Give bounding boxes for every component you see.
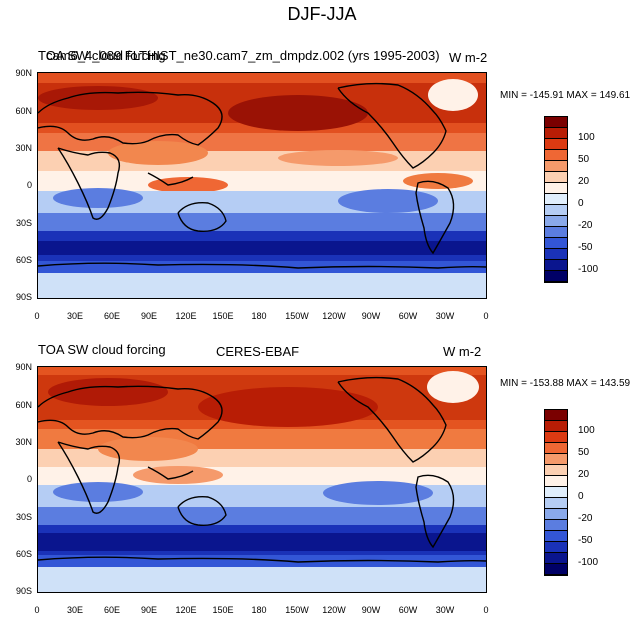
panel1-colorbar-label: -100 xyxy=(578,264,599,275)
panel2-lon-tick: 30W xyxy=(435,605,455,615)
colorbar-swatch xyxy=(545,150,567,161)
panel2-lon-tick: 120E xyxy=(175,605,197,615)
colorbar-swatch xyxy=(545,194,567,205)
panel2-lon-tick: 90W xyxy=(361,605,381,615)
panel2-colorbar-label: 100 xyxy=(578,425,595,436)
colorbar-swatch xyxy=(545,161,567,172)
panel1-map xyxy=(37,72,487,299)
colorbar-swatch xyxy=(545,216,567,227)
panel2-minmax: MIN = -153.88 MAX = 143.59 xyxy=(500,378,631,389)
panel1-map-svg xyxy=(38,73,486,298)
panel1-lon-tick: 150W xyxy=(285,311,309,321)
panel1-lon-tick: 180 xyxy=(251,311,267,321)
panel2-lon-tick: 30E xyxy=(66,605,83,615)
colorbar-swatch xyxy=(545,487,567,498)
panel1-colorbar xyxy=(544,116,568,283)
colorbar-swatch xyxy=(545,520,567,531)
panel2-colorbar-label: 0 xyxy=(578,491,584,502)
panel1-left-title: TOA SW cloud forcing xyxy=(38,48,166,63)
panel1-lon-tick: 30E xyxy=(66,311,83,321)
panel2-lat-tick: 90S xyxy=(15,586,32,596)
panel1-lat-tick: 90S xyxy=(15,292,32,302)
panel2-colorbar-label: -50 xyxy=(578,535,593,546)
panel1-lon-tick: 90E xyxy=(140,311,157,321)
panel2-colorbar xyxy=(544,409,568,576)
panel2-map xyxy=(37,366,487,593)
colorbar-swatch xyxy=(545,410,567,421)
panel2-colorbar-label: -20 xyxy=(578,513,593,524)
panel2-colorbar-label: 20 xyxy=(578,469,590,480)
panel2-lon-tick: 0 xyxy=(483,605,489,615)
panel2-lat-tick: 30N xyxy=(15,437,32,447)
panel2-lon-tick: 180 xyxy=(251,605,267,615)
panel1-lon-tick: 120W xyxy=(322,311,346,321)
panel2-units: W m-2 xyxy=(443,344,482,359)
panel1-units: W m-2 xyxy=(449,50,488,65)
panel1-lon-tick: 150E xyxy=(212,311,234,321)
colorbar-swatch xyxy=(545,509,567,520)
panel2-colorbar-label: -100 xyxy=(578,557,599,568)
panel1-colorbar-label: -20 xyxy=(578,220,593,231)
colorbar-swatch xyxy=(545,271,567,282)
panel2-colorbar-label: 50 xyxy=(578,447,590,458)
colorbar-swatch xyxy=(545,564,567,575)
panel2-map-svg xyxy=(38,367,486,592)
panel2-lon-tick: 120W xyxy=(322,605,346,615)
panel2-lon-tick: 150E xyxy=(212,605,234,615)
panel2-lon-tick: 60E xyxy=(103,605,120,615)
colorbar-swatch xyxy=(545,238,567,249)
colorbar-swatch xyxy=(545,454,567,465)
panel1-lon-tick: 120E xyxy=(175,311,197,321)
colorbar-swatch xyxy=(545,531,567,542)
panel1-center-title: cam6_4_089 FLTHIST_ne30.cam7_zm_dmpdz.00… xyxy=(46,48,440,63)
colorbar-swatch xyxy=(545,421,567,432)
colorbar-swatch xyxy=(545,432,567,443)
colorbar-swatch xyxy=(545,260,567,271)
panel2-lon-tick: 90E xyxy=(140,605,157,615)
panel2-lon-tick: 150W xyxy=(285,605,309,615)
colorbar-swatch xyxy=(545,172,567,183)
panel1-colorbar-label: 20 xyxy=(578,176,590,187)
panel1-lat-tick: 60S xyxy=(15,255,32,265)
colorbar-swatch xyxy=(545,553,567,564)
colorbar-swatch xyxy=(545,139,567,150)
colorbar-swatch xyxy=(545,205,567,216)
colorbar-swatch xyxy=(545,476,567,487)
panel2-lat-tick: 90N xyxy=(15,362,32,372)
panel2-lat-tick: 30S xyxy=(15,512,32,522)
panel1-minmax: MIN = -145.91 MAX = 149.61 xyxy=(500,90,631,101)
panel1-lat-tick: 90N xyxy=(15,68,32,78)
panel2-lon-tick: 0 xyxy=(34,605,40,615)
panel1-lat-tick: 30N xyxy=(15,143,32,153)
panel2-lon-tick: 60W xyxy=(398,605,418,615)
panel1-colorbar-label: 0 xyxy=(578,198,584,209)
panel2-lat-tick: 60N xyxy=(15,400,32,410)
colorbar-swatch xyxy=(545,117,567,128)
colorbar-swatch xyxy=(545,227,567,238)
panel1-lon-tick: 0 xyxy=(34,311,40,321)
colorbar-swatch xyxy=(545,443,567,454)
panel2-lat-tick: 60S xyxy=(15,549,32,559)
panel1-colorbar-label: 50 xyxy=(578,154,590,165)
colorbar-swatch xyxy=(545,183,567,194)
colorbar-swatch xyxy=(545,465,567,476)
panel2-lat-tick: 0 xyxy=(26,474,32,484)
panel1-lat-tick: 60N xyxy=(15,106,32,116)
colorbar-swatch xyxy=(545,128,567,139)
panel1-lon-tick: 30W xyxy=(435,311,455,321)
colorbar-swatch xyxy=(545,542,567,553)
panel2-left-title: TOA SW cloud forcing xyxy=(38,342,166,357)
panel1-lon-tick: 0 xyxy=(483,311,489,321)
colorbar-swatch xyxy=(545,249,567,260)
panel1-lon-tick: 60E xyxy=(103,311,120,321)
panel1-colorbar-label: 100 xyxy=(578,132,595,143)
panel1-colorbar-label: -50 xyxy=(578,242,593,253)
panel1-lon-tick: 90W xyxy=(361,311,381,321)
figure-title: DJF-JJA xyxy=(287,4,357,24)
panel2-center-title: CERES-EBAF xyxy=(216,344,300,359)
panel1-lon-tick: 60W xyxy=(398,311,418,321)
panel1-lat-tick: 30S xyxy=(15,218,32,228)
colorbar-swatch xyxy=(545,498,567,509)
panel1-lat-tick: 0 xyxy=(26,180,32,190)
